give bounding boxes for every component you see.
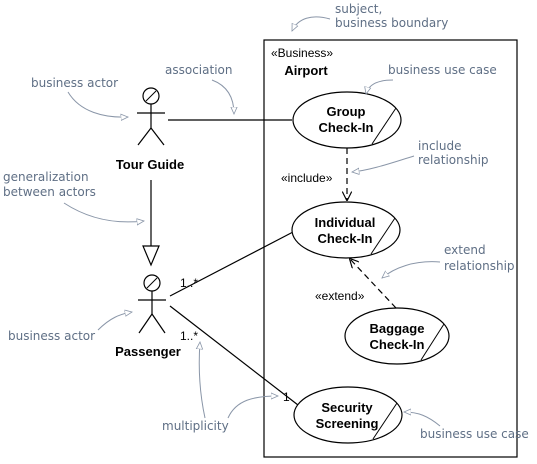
annotation-include-relationship-line2: relationship [418, 153, 489, 167]
annotation-extend-relationship: extend [444, 243, 486, 257]
svg-text:Screening: Screening [316, 416, 379, 431]
business-boundary [263, 39, 518, 458]
svg-text:Check-In: Check-In [318, 231, 373, 246]
extend-relationship-line [350, 259, 397, 309]
annotation-multiplicity: multiplicity [162, 419, 229, 433]
annotation-business-actor-top: business actor [31, 76, 118, 90]
annotation-include-relationship: include [418, 139, 461, 153]
multiplicity-passenger-individual: 1..* [180, 276, 198, 290]
svg-text:Check-In: Check-In [370, 337, 425, 352]
boundary-name: Airport [284, 63, 328, 78]
annotation-generalization-line2: between actors [3, 185, 96, 199]
association-passenger-individual [169, 231, 294, 297]
use-case-group-checkin[interactable]: Group Check-In [292, 91, 402, 149]
annotation-business-use-case-top: business use case [388, 63, 497, 77]
extend-label: «extend» [315, 289, 365, 303]
actor-passenger[interactable] [138, 274, 166, 334]
svg-text:Baggage: Baggage [370, 321, 425, 336]
svg-text:Security: Security [321, 400, 373, 415]
annotation-subject: subject, [335, 2, 382, 16]
annotation-business-use-case-bottom: business use case [420, 427, 529, 441]
annotation-association: association [165, 63, 232, 77]
boundary-stereotype: «Business» [271, 46, 333, 60]
annotation-generalization: generalization [3, 170, 89, 184]
annotation-business-actor-bottom: business actor [8, 329, 95, 343]
use-case-baggage-checkin[interactable]: Baggage Check-In [344, 307, 450, 365]
generalization-arrowhead [142, 245, 160, 267]
association-passenger-security [169, 305, 299, 406]
actor-tour-guide[interactable] [137, 87, 165, 146]
svg-text:Check-In: Check-In [319, 120, 374, 135]
multiplicity-passenger-security: 1..* [180, 329, 198, 343]
annotation-extend-relationship-line2: relationship [444, 259, 515, 273]
use-case-individual-checkin[interactable]: Individual Check-In [291, 201, 401, 259]
annotation-subject-line2: business boundary [335, 16, 448, 30]
svg-text:Group: Group [327, 104, 366, 119]
svg-text:Individual: Individual [315, 215, 376, 230]
include-label: «include» [281, 171, 333, 185]
use-case-security-screening[interactable]: Security Screening [293, 386, 403, 444]
multiplicity-security-end: 1 [283, 390, 290, 404]
actor-tour-guide-label: Tour Guide [116, 157, 184, 172]
actor-passenger-label: Passenger [115, 344, 181, 359]
